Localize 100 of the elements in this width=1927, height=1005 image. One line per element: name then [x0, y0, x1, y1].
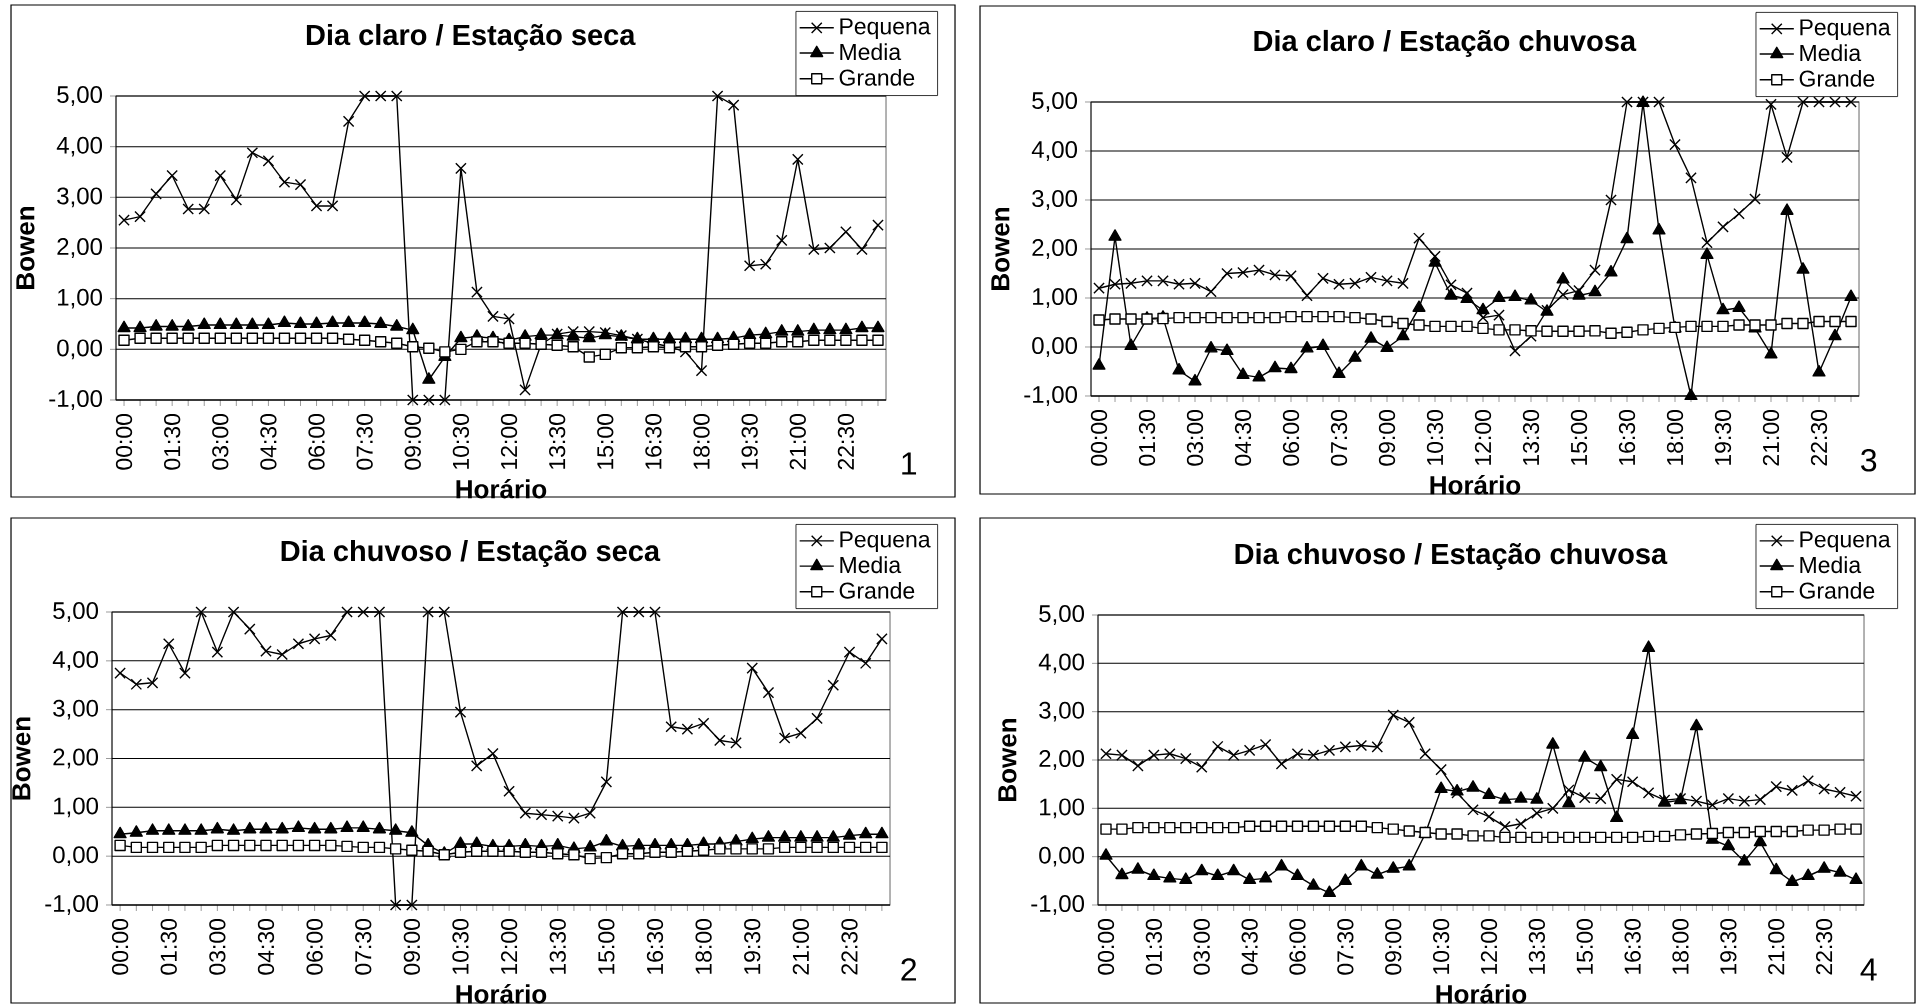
x-tick-label: 12:00 [500, 413, 518, 469]
x-tick-label: 15:00 [1576, 918, 1593, 974]
y-tick-label: 5,00 [1039, 605, 1085, 625]
x-tick-label: 19:30 [1720, 918, 1737, 974]
legend-label: Pequena [840, 531, 931, 553]
x-tick-label: 01:30 [1138, 409, 1156, 466]
x-tick-label: 22:30 [1815, 918, 1833, 975]
x-tick-label: 15:00 [598, 918, 615, 974]
x-tick-label: 10:30 [452, 413, 470, 469]
x-tick-label: 13:30 [549, 918, 566, 974]
y-tick-label: -1,00 [1024, 386, 1078, 406]
y-tick-label: -1,00 [45, 895, 99, 915]
chart-title: Dia chuvoso / Estação chuvosa [1235, 542, 1668, 570]
x-tick-label: 07:30 [355, 918, 372, 975]
x-tick-label: 04:30 [257, 918, 275, 975]
y-axis-title: Bowen [998, 719, 1017, 801]
y-tick-label: 4,00 [56, 136, 103, 157]
legend-label: Pequena [840, 18, 931, 39]
text: 4 [1860, 958, 1877, 981]
x-tick-label: 03:00 [212, 413, 229, 470]
x-axis-title: Horário [1436, 984, 1527, 1004]
x-tick-label: 22:30 [837, 413, 855, 470]
x-tick-label: 03:00 [1186, 409, 1204, 466]
y-tick-label: 0,00 [57, 339, 103, 360]
text: 2 [901, 958, 916, 981]
x-tick-label: 22:30 [1810, 409, 1828, 466]
x-tick-label: 18:00 [1666, 409, 1684, 465]
x-tick-label: 21:00 [1762, 409, 1780, 466]
x-tick-label: 19:30 [744, 918, 761, 974]
x-tick-label: 16:30 [1618, 409, 1636, 465]
y-tick-label: 3,00 [53, 699, 99, 720]
x-tick-label: 03:00 [1193, 918, 1210, 975]
x-tick-label: 22:30 [841, 918, 858, 975]
x-tick-label: 12:00 [1474, 409, 1492, 465]
x-tick-label: 10:30 [1426, 409, 1444, 465]
x-tick-label: 00:00 [1097, 918, 1115, 975]
x-tick-label: 06:00 [308, 413, 325, 470]
y-tick-label: 1,00 [1033, 288, 1078, 308]
x-tick-label: 10:30 [1432, 918, 1450, 974]
x-tick-label: 07:30 [1337, 918, 1354, 975]
x-tick-label: 15:00 [1570, 409, 1588, 465]
x-tick-label: 06:00 [1282, 409, 1300, 466]
x-tick-label: 07:30 [356, 413, 373, 470]
y-tick-label: 3,00 [57, 187, 103, 208]
y-tick-label: -1,00 [49, 390, 103, 410]
y-tick-label: 4,00 [52, 650, 99, 671]
x-axis-title: Horário [456, 984, 547, 1004]
legend-label: Grande [839, 68, 915, 86]
y-tick-label: 0,00 [1032, 337, 1078, 357]
x-tick-label: 21:00 [1768, 918, 1785, 975]
x-tick-label: 18:00 [693, 413, 710, 469]
x-tick-label: 10:30 [452, 918, 469, 974]
x-tick-label: 01:30 [160, 918, 177, 975]
x-tick-label: 21:00 [789, 413, 806, 470]
y-tick-label: 4,00 [1031, 141, 1078, 161]
x-tick-label: 09:00 [1378, 409, 1396, 466]
x-tick-label: 16:30 [646, 918, 664, 974]
x-tick-label: 19:30 [1714, 409, 1732, 465]
x-tick-label: 00:00 [1090, 409, 1108, 466]
text: 1 [902, 452, 917, 475]
x-tick-label: 09:00 [1385, 918, 1402, 975]
legend-label: Media [840, 556, 902, 574]
y-tick-label: 0,00 [53, 846, 99, 867]
x-tick-label: 04:30 [260, 413, 277, 470]
y-tick-label: 5,00 [57, 86, 103, 106]
x-tick-label: 04:30 [1234, 409, 1252, 466]
x-tick-label: 01:30 [164, 413, 181, 470]
legend-label: Media [840, 43, 902, 61]
text: 3 [1861, 448, 1877, 472]
x-tick-label: 01:30 [1145, 918, 1162, 975]
chart-title: Dia claro / Estação seca [306, 23, 636, 51]
x-tick-label: 07:30 [1330, 409, 1348, 466]
legend-label: Grande [1799, 69, 1875, 87]
x-tick-label: 16:30 [1624, 918, 1641, 974]
y-tick-label: 3,00 [1039, 701, 1085, 722]
x-tick-label: 16:30 [645, 413, 662, 469]
legend-label: Media [1800, 44, 1862, 62]
y-tick-label: 1,00 [1040, 798, 1085, 819]
legend-label: Pequena [1800, 531, 1891, 553]
x-tick-label: 18:00 [1672, 918, 1689, 974]
x-tick-label: 18:00 [695, 918, 712, 974]
x-tick-label: 00:00 [115, 413, 133, 470]
y-axis-title: Bowen [991, 208, 1010, 290]
legend-label: Media [1800, 556, 1862, 574]
x-tick-label: 12:00 [1480, 918, 1498, 974]
y-tick-label: 0,00 [1039, 846, 1085, 867]
x-tick-label: 09:00 [404, 413, 421, 470]
x-tick-label: 21:00 [792, 918, 809, 975]
y-tick-label: 3,00 [1032, 190, 1078, 210]
x-tick-label: 06:00 [1289, 918, 1306, 975]
x-tick-label: 13:30 [549, 413, 566, 469]
y-tick-label: 5,00 [53, 602, 99, 622]
y-tick-label: 1,00 [54, 797, 99, 818]
x-axis-title: Horário [1430, 475, 1521, 495]
x-axis-title: Horário [456, 479, 547, 499]
legend-label: Pequena [1800, 19, 1891, 40]
y-tick-label: 1,00 [58, 288, 103, 309]
y-tick-label: 2,00 [53, 748, 99, 769]
x-tick-label: 12:00 [500, 918, 518, 974]
y-tick-label: -1,00 [1031, 895, 1085, 915]
